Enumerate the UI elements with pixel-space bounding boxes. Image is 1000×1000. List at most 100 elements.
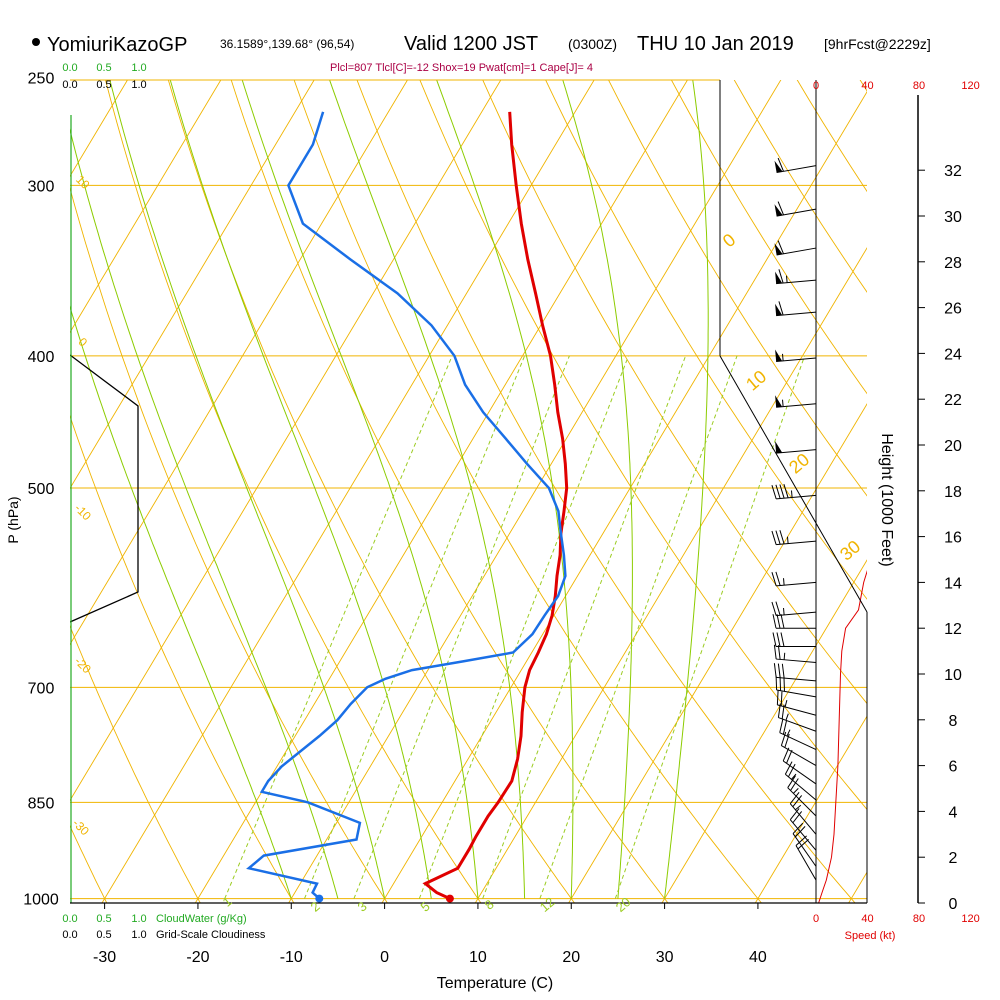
- background-lines: [70, 80, 867, 903]
- pressure-tick-label: 850: [28, 795, 55, 812]
- wind-barb: [784, 761, 817, 801]
- isotherm-line: [568, 403, 867, 903]
- wind-barb: [773, 663, 817, 682]
- cloudiness-tick-bottom: 0.0: [62, 929, 77, 941]
- x-tick-label: -30: [93, 949, 116, 966]
- isotherm-label: -30: [70, 816, 92, 838]
- adiabat-label: 10: [742, 366, 770, 394]
- height-axis-title: Height (1000 Feet): [878, 433, 895, 566]
- dry-adiabat-line: [356, 80, 856, 903]
- moist-adiabat-line: [562, 80, 633, 899]
- height-tick-label: 26: [944, 301, 962, 318]
- height-tick-label: 24: [944, 346, 962, 363]
- mixing-ratio-line: [224, 355, 453, 899]
- speed-tick-label-top: 80: [913, 80, 925, 92]
- pressure-tick-label: 1000: [23, 892, 59, 909]
- wind-barb: [772, 614, 816, 629]
- wind-barb: [774, 240, 817, 256]
- wind-barb: [775, 301, 817, 317]
- isotherm-line: [288, 80, 782, 903]
- mixing-ratio-label: 12: [537, 894, 558, 915]
- height-tick-label: 6: [949, 759, 958, 776]
- height-tick-label: 20: [944, 438, 962, 455]
- wind-barb: [772, 632, 816, 648]
- mixing-ratio-label: 1: [220, 893, 235, 909]
- height-tick-label: 18: [944, 484, 962, 501]
- cloudiness-tick-bottom: 1.0: [131, 929, 146, 941]
- wind-speed-profile: [818, 569, 867, 903]
- isotherm-line: [474, 247, 867, 903]
- wind-panel-edge: [719, 355, 868, 613]
- x-tick-label: 30: [656, 949, 674, 966]
- dry-adiabat-line: [608, 80, 867, 497]
- x-tick-label: 40: [749, 949, 767, 966]
- moist-adiabat-line: [169, 80, 432, 899]
- wind-barb: [776, 690, 817, 716]
- wind-barb: [774, 201, 817, 217]
- pressure-tick-label: 500: [28, 481, 55, 498]
- dry-adiabat-line: [230, 80, 669, 903]
- height-tick-label: 10: [944, 667, 962, 684]
- isotherm-line: [70, 80, 502, 802]
- x-axis-title: Temperature (C): [437, 975, 553, 992]
- wind-barb: [771, 571, 817, 587]
- height-tick-label: 8: [949, 713, 958, 730]
- moist-adiabat-line: [70, 128, 339, 899]
- wind-barb: [775, 675, 817, 698]
- adiabat-label: 0: [719, 230, 740, 252]
- wind-barb: [789, 808, 817, 851]
- speed-tick-label-bottom: 40: [861, 913, 873, 925]
- x-tick-label: -10: [280, 949, 303, 966]
- speed-tick-label-top: 40: [861, 80, 873, 92]
- wind-barb: [775, 395, 817, 408]
- moist-adiabat-line: [329, 80, 526, 899]
- height-tick-label: 4: [949, 804, 958, 821]
- pressure-tick-label: 400: [28, 349, 55, 366]
- isotherm-line: [381, 91, 867, 903]
- pressure-tick-label: 300: [28, 178, 55, 195]
- moist-adiabat-line: [664, 80, 709, 899]
- axes: [70, 79, 925, 909]
- isotherm-line: [101, 80, 595, 903]
- pressure-tick-label: 700: [28, 680, 55, 697]
- y-axis-title: P (hPa): [5, 496, 21, 543]
- cloud-water-tick-bottom: 0.0: [62, 913, 77, 925]
- moist-adiabat-line: [436, 80, 574, 899]
- cloud-water-tick-bottom: 1.0: [131, 913, 146, 925]
- height-tick-label: 30: [944, 209, 962, 226]
- wind-barb: [787, 775, 817, 817]
- mixing-ratio-line: [539, 355, 738, 899]
- mixing-ratio-line: [304, 355, 526, 899]
- moist-adiabat-line: [70, 305, 292, 899]
- isotherm-line: [661, 559, 867, 903]
- dry-adiabat-line: [70, 186, 388, 903]
- wind-barb: [771, 483, 817, 500]
- mixing-ratio-label: 3: [355, 898, 370, 914]
- wind-barb: [775, 441, 817, 454]
- cloudiness-tick-top: 1.0: [131, 79, 146, 91]
- isotherm-line: [848, 871, 867, 903]
- cloudiness-profile: [70, 354, 139, 623]
- x-tick-label: 20: [562, 949, 580, 966]
- wind-barb: [771, 530, 817, 546]
- dry-adiabat-line: [167, 80, 575, 903]
- mixing-ratio-line: [353, 355, 570, 899]
- isotherm-line: [754, 715, 867, 903]
- height-tick-label: 22: [944, 392, 962, 409]
- cloudiness-tick-bottom: 0.5: [96, 929, 111, 941]
- cloudiness-label: Grid-Scale Cloudiness: [156, 929, 266, 941]
- dry-adiabat-line: [419, 80, 867, 811]
- mixing-ratio-label: 5: [418, 898, 433, 914]
- mixing-ratio-line: [418, 355, 629, 899]
- wind-barb: [774, 157, 817, 174]
- height-tick-label: 0: [949, 896, 958, 913]
- wind-barb: [773, 644, 817, 664]
- speed-tick-label-top: 0: [813, 80, 819, 92]
- dry-adiabat-line: [670, 80, 867, 395]
- wind-barb: [779, 718, 817, 751]
- adiabat-label: 30: [836, 536, 864, 564]
- pressure-tick-label: 250: [28, 70, 55, 87]
- height-tick-label: 28: [944, 255, 962, 272]
- height-tick-label: 32: [944, 163, 962, 180]
- wind-barb: [782, 747, 817, 785]
